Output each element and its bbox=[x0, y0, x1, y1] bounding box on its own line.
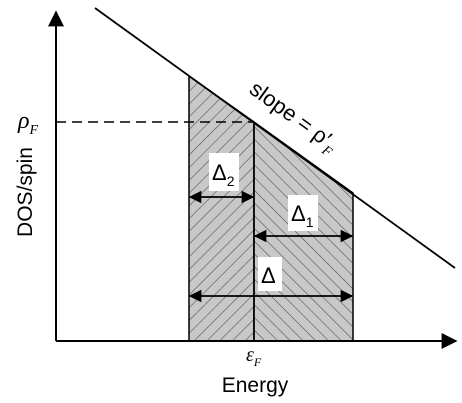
rho-f-label: ρF bbox=[17, 108, 39, 138]
delta2-label: Δ2 bbox=[212, 160, 235, 189]
hatched-region-right bbox=[253, 120, 354, 342]
x-axis-label: Energy bbox=[222, 374, 289, 397]
delta1-label-box bbox=[288, 195, 318, 231]
delta-label: Δ bbox=[261, 263, 276, 288]
delta-label-box bbox=[258, 257, 282, 291]
delta2-label-box bbox=[209, 153, 239, 191]
eps-f-label: εF bbox=[246, 344, 262, 369]
y-axis-label: DOS/spin bbox=[14, 147, 37, 237]
delta1-label: Δ1 bbox=[291, 201, 314, 230]
dos-slope-line bbox=[94, 7, 456, 269]
